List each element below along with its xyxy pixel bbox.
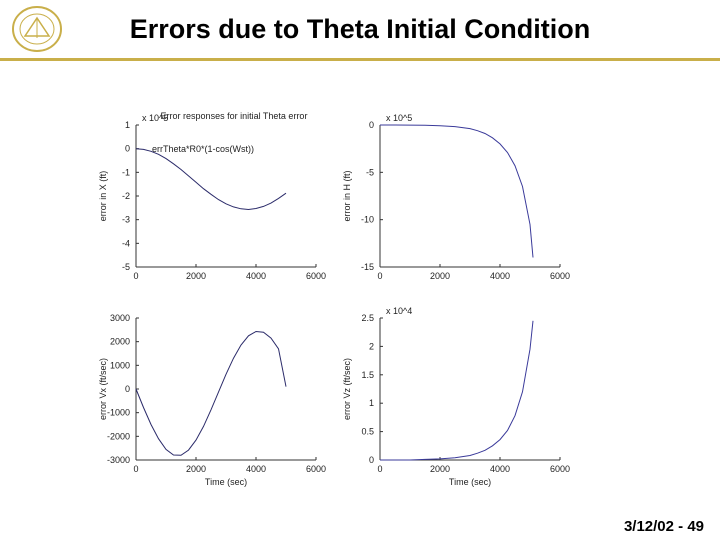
y-tick-label: 0.5: [361, 427, 374, 437]
y-axis-label: error in H (ft): [342, 170, 352, 221]
y-tick-label: -1: [122, 167, 130, 177]
x-tick-label: 4000: [490, 271, 510, 281]
y-tick-label: 1000: [110, 360, 130, 370]
x-tick-label: 6000: [306, 464, 326, 474]
x-tick-label: 4000: [246, 464, 266, 474]
x-axis-label: Time (sec): [449, 477, 491, 487]
x-tick-label: 2000: [186, 464, 206, 474]
x-tick-label: 0: [377, 271, 382, 281]
x-tick-label: 4000: [490, 464, 510, 474]
y-tick-label: -1000: [107, 408, 130, 418]
y-tick-label: 0: [369, 455, 374, 465]
axis-multiplier: x 10^5: [386, 113, 412, 123]
university-seal-icon: [10, 4, 64, 54]
y-tick-label: -15: [361, 262, 374, 272]
x-tick-label: 2000: [186, 271, 206, 281]
y-tick-label: 2: [369, 341, 374, 351]
x-tick-label: 2000: [430, 464, 450, 474]
y-tick-label: 2.5: [361, 313, 374, 323]
y-tick-label: -5: [366, 167, 374, 177]
y-tick-label: 1: [369, 398, 374, 408]
series-line: [135, 148, 287, 211]
x-tick-label: 6000: [550, 271, 570, 281]
y-tick-label: -2: [122, 191, 130, 201]
series-line: [380, 320, 534, 461]
x-tick-label: 0: [133, 464, 138, 474]
x-tick-label: 2000: [430, 271, 450, 281]
y-tick-label: 1.5: [361, 370, 374, 380]
x-tick-label: 0: [377, 464, 382, 474]
y-tick-label: 2000: [110, 337, 130, 347]
y-tick-label: 3000: [110, 313, 130, 323]
axis-multiplier: x 10^4: [386, 306, 412, 316]
x-tick-label: 6000: [306, 271, 326, 281]
y-axis-label: error in X (ft): [98, 171, 108, 222]
y-tick-label: -5: [122, 262, 130, 272]
series-line: [135, 330, 287, 456]
y-tick-label: -2000: [107, 431, 130, 441]
chart-annotation: errTheta*R0*(1-cos(Wst)): [152, 144, 254, 154]
x-tick-label: 0: [133, 271, 138, 281]
y-tick-label: -10: [361, 215, 374, 225]
title-divider: [0, 58, 720, 61]
y-tick-label: 0: [125, 384, 130, 394]
y-axis-label: error Vz (ft/sec): [342, 358, 352, 420]
slide-footer: 3/12/02 - 49: [623, 518, 704, 535]
x-axis-label: Time (sec): [205, 477, 247, 487]
x-tick-label: 4000: [246, 271, 266, 281]
y-axis-label: error Vx (ft/sec): [98, 358, 108, 420]
y-tick-label: -3: [122, 215, 130, 225]
series-line: [380, 124, 534, 258]
axis-multiplier: x 10^5: [142, 113, 168, 123]
page-title: Errors due to Theta Initial Condition: [129, 14, 591, 44]
y-tick-label: 0: [125, 144, 130, 154]
y-tick-label: 0: [369, 120, 374, 130]
y-tick-label: -4: [122, 238, 130, 248]
x-tick-label: 6000: [550, 464, 570, 474]
y-tick-label: 1: [125, 120, 130, 130]
chart-title: Error responses for initial Theta error: [161, 111, 308, 121]
y-tick-label: -3000: [107, 455, 130, 465]
